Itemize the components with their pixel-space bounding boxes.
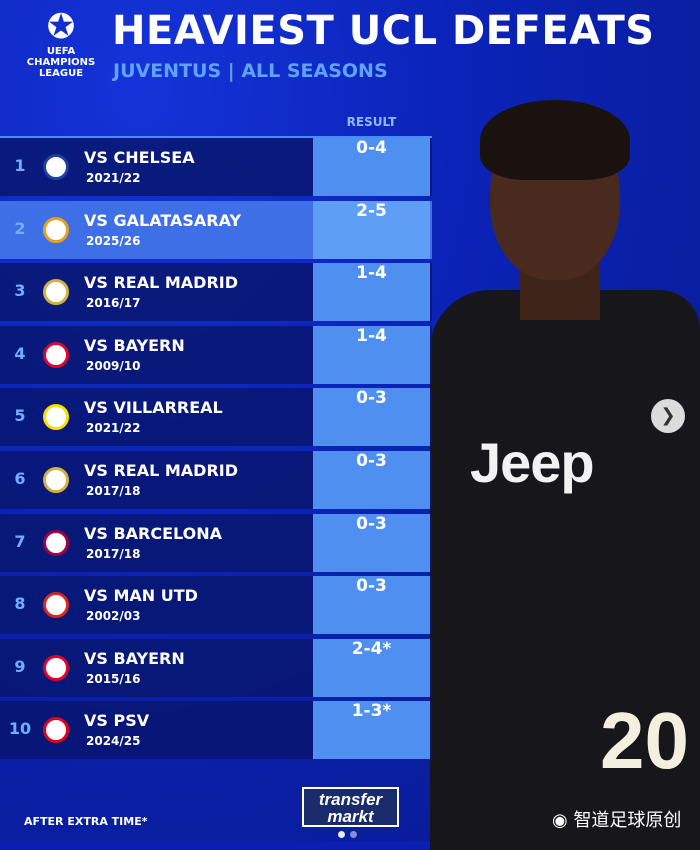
watermark-text: 智道足球原创 [573,810,682,831]
logo-text-bottom: markt [327,807,374,826]
rank: 4 [14,343,26,363]
carousel-dots[interactable] [338,831,357,838]
result: 0-3 [313,576,430,635]
starball-icon: ✪ [46,7,76,47]
result: 2-5 [313,200,430,259]
player-photo: Jeep 20 [430,100,700,850]
page-title: HEAVIEST UCL DEFEATS [112,8,655,54]
logo-text-top: transfer [318,790,383,809]
table-row: 9 VS BAYERN 2015/16 2-4* [0,638,432,697]
club-crest-icon [43,279,69,306]
rank: 9 [14,656,26,676]
uefa-text: UEFA [46,46,76,57]
season: 2015/16 [86,671,141,686]
season: 2002/03 [86,609,141,624]
opponent: VS BAYERN [84,335,185,355]
footnote: AFTER EXTRA TIME* [24,815,148,828]
rank: 1 [14,156,26,175]
table-row: 5 VS VILLARREAL 2021/22 0-3 [0,388,432,447]
season: 2016/17 [86,296,141,311]
table-row: 7 VS BARCELONA 2017/18 0-3 [0,513,432,572]
season: 2021/22 [86,421,141,436]
rank: 6 [14,468,26,488]
opponent: VS GALATASARAY [84,210,242,230]
club-crest-icon [43,592,69,619]
ucl-text: CHAMPIONS LEAGUE [26,57,96,79]
opponent: VS BARCELONA [84,523,223,543]
watermark: ◉ 智道足球原创 [552,810,681,832]
rank: 10 [8,719,32,739]
opponent: VS REAL MADRID [84,460,239,480]
result: 0-3 [313,513,430,572]
result: 0-3 [313,450,430,509]
result: 0-3 [313,388,430,447]
club-crest-icon [43,341,69,368]
result: 1-3* [313,701,430,760]
rank: 3 [14,281,26,301]
club-crest-icon [43,154,69,180]
weibo-icon: ◉ [552,810,574,831]
dot-1[interactable] [338,831,345,838]
jersey [430,290,700,850]
shirt-number: 20 [600,696,689,785]
rank: 2 [14,218,26,238]
club-crest-icon [43,466,69,493]
rank: 5 [14,406,26,426]
table-row: 1 VS CHELSEA 2021/22 0-4 [0,138,432,196]
result: 1-4 [313,325,430,384]
club-crest-icon [43,529,69,556]
chevron-right-icon[interactable]: ❯ [651,399,685,433]
club-crest-icon [43,654,69,681]
opponent: VS BAYERN [84,648,185,668]
table-row: 4 VS BAYERN 2009/10 1-4 [0,325,432,384]
season: 2009/10 [86,358,141,373]
table-row: 6 VS REAL MADRID 2017/18 0-3 [0,450,432,509]
table-row: 10 VS PSV 2024/25 1-3* [0,701,432,760]
rank: 7 [14,531,26,551]
season: 2025/26 [86,233,141,248]
rank: 8 [14,594,26,614]
opponent: VS REAL MADRID [84,273,239,293]
table-row: 8 VS MAN UTD 2002/03 0-3 [0,576,432,635]
opponent: VS MAN UTD [84,586,198,606]
dot-2[interactable] [350,831,357,838]
club-crest-icon [43,216,69,243]
season: 2021/22 [86,171,141,185]
transfermarkt-logo: transfer markt [302,787,399,827]
result: 0-4 [313,138,430,196]
club-crest-icon [43,717,69,744]
subtitle: JUVENTUS | ALL SEASONS [113,60,388,82]
season: 2017/18 [86,546,141,561]
result-header: RESULT [346,115,397,129]
sponsor-text: Jeep [470,431,595,494]
result: 2-4* [313,638,430,697]
season: 2017/18 [86,483,141,498]
club-crest-icon [43,404,69,431]
table-row: 3 VS REAL MADRID 2016/17 1-4 [0,263,432,322]
player-hair [480,100,630,180]
opponent: VS CHELSEA [84,148,195,167]
opponent: VS VILLARREAL [84,398,223,418]
result: 1-4 [313,263,430,322]
opponent: VS PSV [84,711,150,731]
defeats-table: 1 VS CHELSEA 2021/22 0-4 2 VS GALATASARAY… [0,136,432,764]
ucl-logo: ✪ UEFA CHAMPIONS LEAGUE [18,8,104,79]
season: 2024/25 [86,734,141,749]
table-row: 2 VS GALATASARAY 2025/26 2-5 [0,200,432,259]
